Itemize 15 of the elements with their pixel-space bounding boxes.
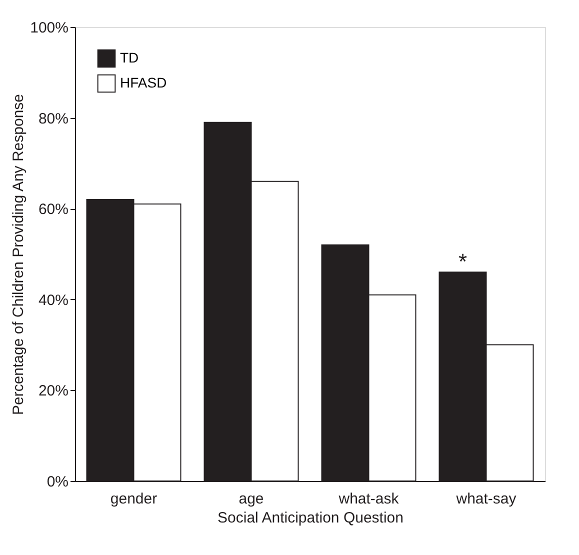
y-axis-title: Percentage of Children Providing Any Response [10, 94, 28, 416]
x-tick-label: age [238, 490, 264, 508]
y-tick-label: 60% [38, 201, 68, 218]
y-tick-label: 0% [46, 474, 68, 490]
x-tick-label: what-say [455, 490, 517, 508]
x-axis-title: Social Anticipation Question [218, 510, 404, 526]
annotation: * [458, 249, 468, 274]
y-tick-label: 20% [38, 382, 68, 400]
legend-label: TD [120, 50, 139, 66]
x-tick-label: gender [110, 490, 158, 508]
legend-label: HFASD [120, 74, 167, 90]
y-tick-label: 80% [38, 110, 68, 128]
x-tick-label: what-ask [338, 490, 400, 508]
y-tick-label: 100% [30, 20, 68, 36]
y-tick-label: 40% [38, 292, 68, 309]
